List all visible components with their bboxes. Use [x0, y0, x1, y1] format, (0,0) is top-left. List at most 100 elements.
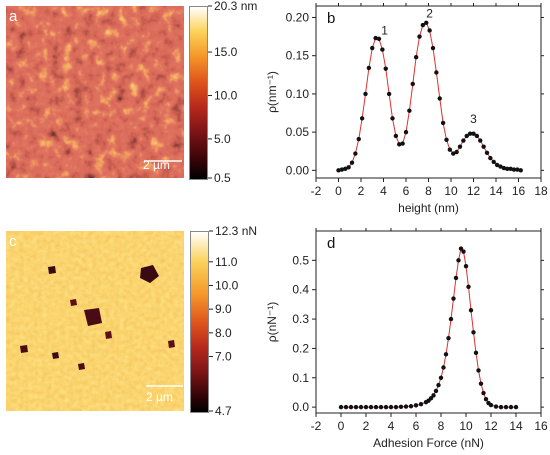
plot-b-data-point	[434, 70, 439, 75]
plot-b-data-point	[484, 150, 490, 155]
plot-b-data-point	[363, 91, 368, 97]
plot-b-ytick-label: 0.20	[286, 10, 310, 24]
plot-d-data-point	[441, 365, 446, 370]
plot-d-data-point	[413, 403, 419, 408]
plot-b-data-point	[349, 160, 355, 165]
afm-adhesion-image	[6, 231, 184, 411]
plot-d-data-point	[398, 404, 404, 410]
plot-b-data-point	[383, 66, 388, 71]
plot-b-ytick-label: 0.00	[286, 163, 310, 177]
plot-b-data-point	[457, 144, 463, 149]
plot-b-data-point	[410, 81, 415, 87]
plot-b-data-point	[474, 133, 480, 139]
plot-d-ytick-label: 0.4	[292, 283, 309, 297]
plot-b-data-point	[461, 138, 466, 143]
plot-b-data-point	[376, 36, 382, 42]
plot-b-data-point	[366, 65, 372, 71]
plot-d-data-point	[461, 249, 466, 254]
plot-d-data-point	[436, 382, 441, 388]
plot-d-xtick-label: 2	[363, 419, 370, 433]
panel-a-letter: a	[9, 8, 18, 25]
plot-b-data-point	[501, 165, 507, 171]
plot-d-data-point	[493, 404, 499, 409]
plot-b-data-point	[373, 35, 378, 41]
plot-b-data-point	[343, 166, 348, 172]
plot-b-peak-label: 2	[426, 6, 433, 20]
plot-b-data-point	[356, 136, 361, 142]
plot-d-data-point	[363, 404, 369, 410]
plot-b-data-point	[454, 149, 459, 155]
plot-d-xtick-label: 12	[484, 419, 498, 433]
afm-adhesion-image-graphic	[6, 231, 184, 411]
plot-b-xtick-label: 12	[467, 184, 481, 198]
plot-d-data-point	[431, 393, 436, 398]
plot-b-xtick-label: 8	[425, 184, 432, 198]
plot-b-data-point	[430, 45, 436, 51]
plot-b-data-point	[400, 141, 405, 146]
plot-d-xtick-label: 0	[338, 419, 345, 433]
plot-d-data-point	[466, 284, 471, 289]
plot-b-data-point	[403, 129, 409, 135]
plot-b-xtick-label: 6	[403, 184, 410, 198]
plot-d-xtick-label: 10	[459, 419, 473, 433]
plot-b-data-point	[444, 137, 449, 142]
plot-d-data-point	[378, 404, 384, 410]
plot-d-data-point	[471, 330, 476, 335]
panel-a-colorbar-ticks: 20.3 nm 15.0 10.0 5.0 0.5	[208, 0, 257, 185]
plot-d-data-point	[358, 404, 364, 410]
plot-b-data-point	[511, 167, 517, 172]
panel-a-colorbar-tick-label: 0.5	[214, 171, 231, 185]
plot-b-xtick-label: 18	[534, 184, 548, 198]
plot-b-xlabel: height (nm)	[398, 201, 459, 215]
plot-d-data-point	[408, 404, 414, 409]
plot-b-data-point	[397, 142, 402, 147]
plot-b-data-point	[464, 133, 469, 139]
plot-d-data-point	[508, 404, 514, 410]
plot-b-data-point	[481, 144, 486, 149]
plot-b-data-point	[491, 159, 496, 165]
panel-c-colorbar-tick-label: 8.0	[215, 326, 232, 340]
plot-b-data-point	[440, 120, 446, 126]
plot-d-data-point	[433, 388, 439, 394]
panel-c-colorbar	[190, 231, 209, 413]
plot-b-data-point	[417, 34, 422, 39]
plot-d-data-point	[383, 404, 389, 410]
plot-d-xtick-label: 16	[534, 419, 548, 433]
plot-b-xtick-label: 14	[489, 184, 503, 198]
plot-b-data-point	[393, 133, 399, 139]
plot-b-data-point	[505, 166, 510, 172]
plot-b-data-point	[427, 28, 432, 33]
panel-a-colorbar-tick-label: 15.0	[214, 45, 238, 59]
plot-b-ytick-label: 0.10	[286, 87, 310, 101]
panel-c-colorbar-tick-label: 4.7	[215, 404, 232, 418]
plot-d-ytick-label: 0.5	[292, 253, 309, 267]
panel-c-colorbar-tick-label: 9.0	[215, 302, 232, 316]
plot-d-data-point	[393, 404, 399, 410]
plot-d-ytick-label: 0.3	[292, 312, 309, 326]
plot-b-data-point	[498, 164, 503, 169]
panel-c-colorbar-tick-label: 7.0	[215, 350, 232, 364]
panel-a-colorbar-tick-label: 5.0	[214, 132, 231, 146]
plot-b-data-point	[346, 165, 351, 170]
panel-a-colorbar-tick-label: 10.0	[214, 88, 238, 102]
plot-d-data-point	[473, 350, 479, 356]
panel-c-colorbar-tick-label: 10.0	[215, 278, 239, 292]
plot-b-xtick-label: -2	[311, 184, 322, 198]
plot-d-data-point	[503, 404, 509, 410]
plot-d-data-point	[338, 404, 344, 410]
plot-d-data-point	[446, 335, 451, 341]
plot-b-data-point	[518, 168, 523, 173]
plot-b-xtick-label: 2	[358, 184, 365, 198]
plot-b-fit-line	[338, 22, 521, 171]
plot-b-data-point	[353, 151, 358, 156]
plot-d-data-point	[483, 397, 489, 402]
plot-b-data-point	[390, 116, 395, 121]
plot-d-adhesion-distribution: -2 0 2 4 6 8 10 12 14 16 0.0 0.1 0.2 0.3 0.4 0.5 Adhesio…	[265, 228, 548, 450]
plot-b-panel-letter: b	[327, 10, 335, 27]
plot-d-data-point	[458, 246, 464, 251]
plot-b-data-point	[451, 151, 456, 156]
plot-d-data-point	[343, 404, 349, 410]
plot-d-data-point	[353, 404, 359, 410]
plot-b-xtick-label: 4	[380, 184, 387, 198]
plot-d-xtick-label: 14	[509, 419, 523, 433]
